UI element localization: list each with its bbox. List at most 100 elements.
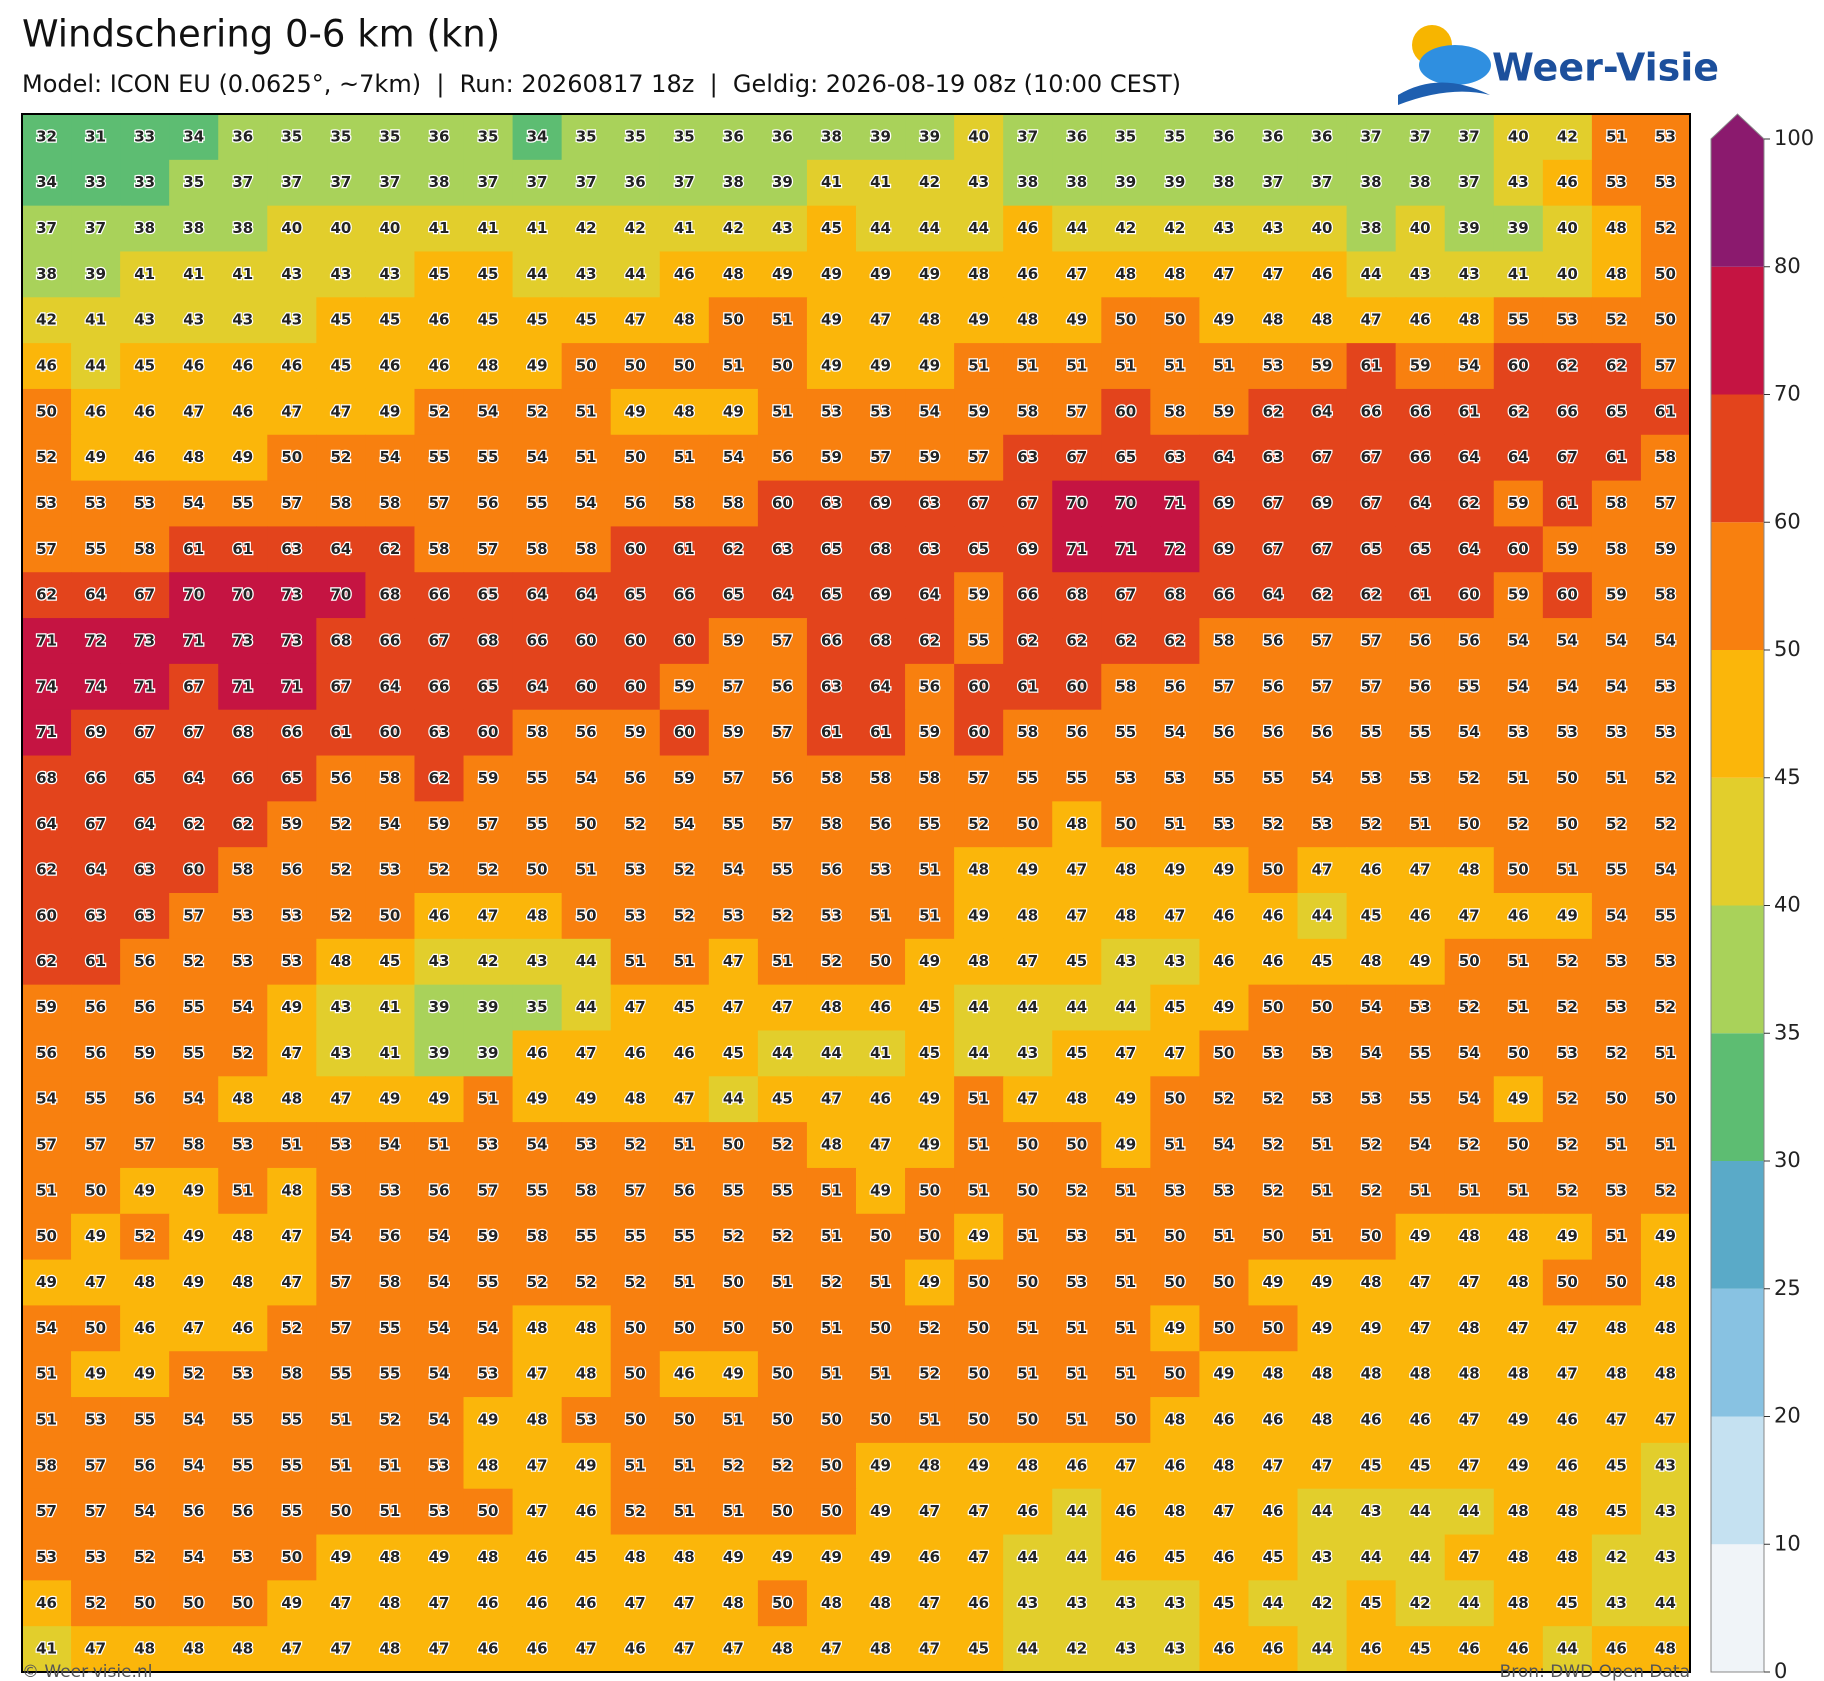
- shear-value: 52: [1655, 1181, 1676, 1199]
- shear-value: 49: [968, 311, 989, 329]
- shear-cell: [1542, 526, 1593, 573]
- shear-cell: [1199, 251, 1250, 298]
- shear-value: 61: [821, 723, 842, 741]
- shear-cell: [1297, 1122, 1348, 1169]
- shear-value: 49: [527, 357, 548, 375]
- shear-cell: [1395, 618, 1446, 665]
- shear-cell: [1052, 343, 1102, 390]
- shear-cell: [954, 1305, 1004, 1352]
- shear-cell: [1444, 343, 1495, 390]
- shear-cell: [1248, 1351, 1299, 1398]
- shear-value: 50: [232, 1594, 253, 1612]
- shear-cell: [610, 709, 661, 757]
- shear-value: 53: [1508, 723, 1529, 741]
- shear-value: 51: [380, 1502, 401, 1520]
- shear-cell: [512, 1305, 563, 1352]
- shear-cell: [659, 114, 710, 161]
- shear-cell: [1444, 1534, 1495, 1581]
- shear-value: 51: [674, 1456, 695, 1474]
- shear-value: 51: [36, 1410, 57, 1428]
- shear-value: 55: [919, 815, 940, 833]
- shear-value: 51: [1066, 357, 1087, 375]
- shear-value: 44: [625, 265, 646, 283]
- shear-cell: [1150, 1626, 1201, 1673]
- colorbar-label: 35: [1774, 1020, 1801, 1044]
- shear-cell: [1150, 1076, 1201, 1123]
- shear-cell: [512, 159, 563, 207]
- shear-value: 47: [330, 1594, 351, 1612]
- shear-value: 46: [1115, 1548, 1136, 1566]
- shear-cell: [757, 755, 808, 802]
- shear-value: 52: [527, 1273, 548, 1291]
- shear-cell: [267, 343, 317, 390]
- shear-value: 49: [85, 1227, 106, 1245]
- shear-value: 50: [1459, 815, 1480, 833]
- shear-value: 47: [870, 311, 891, 329]
- shear-cell: [1052, 297, 1102, 344]
- shear-cell: [1052, 755, 1102, 802]
- shear-cell: [561, 801, 612, 848]
- shear-cell: [414, 1488, 465, 1536]
- shear-value: 49: [232, 448, 253, 466]
- shear-value: 67: [330, 677, 351, 695]
- shear-cell: [414, 159, 465, 207]
- shear-cell: [1591, 1030, 1642, 1077]
- shear-cell: [1395, 1076, 1446, 1123]
- shear-cell: [1542, 1397, 1593, 1444]
- shear-cell: [1150, 1488, 1201, 1536]
- shear-cell: [414, 205, 465, 253]
- shear-cell: [1101, 618, 1151, 665]
- shear-value: 37: [1361, 127, 1382, 145]
- shear-cell: [1003, 526, 1053, 573]
- shear-cell: [1591, 526, 1642, 573]
- shear-value: 65: [968, 540, 989, 558]
- shear-cell: [561, 1626, 612, 1673]
- shear-cell: [512, 1442, 563, 1490]
- shear-value: 61: [1017, 677, 1038, 695]
- shear-value: 50: [772, 1594, 793, 1612]
- shear-value: 56: [36, 1044, 57, 1062]
- shear-value: 56: [134, 952, 155, 970]
- shear-cell: [1395, 1626, 1446, 1673]
- shear-cell: [1346, 297, 1397, 344]
- shear-value: 38: [232, 219, 253, 237]
- shear-cell: [1542, 1076, 1593, 1123]
- shear-value: 43: [1312, 1548, 1333, 1566]
- shear-cell: [1591, 1259, 1642, 1307]
- shear-cell: [806, 618, 857, 665]
- shear-value: 62: [429, 769, 450, 787]
- shear-value: 64: [1263, 586, 1284, 604]
- shear-value: 43: [1115, 952, 1136, 970]
- shear-cell: [1101, 1213, 1151, 1261]
- shear-cell: [954, 526, 1004, 573]
- shear-cell: [1248, 1442, 1299, 1490]
- shear-cell: [218, 984, 268, 1032]
- shear-cell: [1003, 1351, 1053, 1398]
- shear-value: 39: [870, 127, 891, 145]
- shear-cell: [806, 1351, 857, 1398]
- shear-value: 49: [1508, 1090, 1529, 1108]
- shear-value: 49: [821, 1548, 842, 1566]
- shear-value: 46: [1410, 1410, 1431, 1428]
- shear-cell: [856, 1626, 906, 1673]
- shear-cell: [1052, 938, 1102, 986]
- shear-value: 57: [723, 769, 744, 787]
- shear-value: 51: [1066, 1410, 1087, 1428]
- shear-cell: [561, 1351, 612, 1398]
- shear-value: 54: [723, 861, 744, 879]
- shear-value: 53: [478, 1365, 499, 1383]
- shear-value: 54: [429, 1410, 450, 1428]
- shear-cell: [1395, 343, 1446, 390]
- shear-value: 59: [625, 723, 646, 741]
- shear-value: 59: [1312, 357, 1333, 375]
- shear-cell: [1640, 205, 1691, 253]
- shear-cell: [365, 1580, 416, 1627]
- shear-cell: [1101, 1488, 1151, 1536]
- shear-value: 53: [1606, 998, 1627, 1016]
- shear-cell: [1150, 893, 1201, 940]
- shear-cell: [1248, 938, 1299, 986]
- shear-cell: [1297, 480, 1348, 528]
- shear-value: 48: [1115, 906, 1136, 924]
- shear-cell: [1199, 297, 1250, 344]
- shear-cell: [708, 1213, 759, 1261]
